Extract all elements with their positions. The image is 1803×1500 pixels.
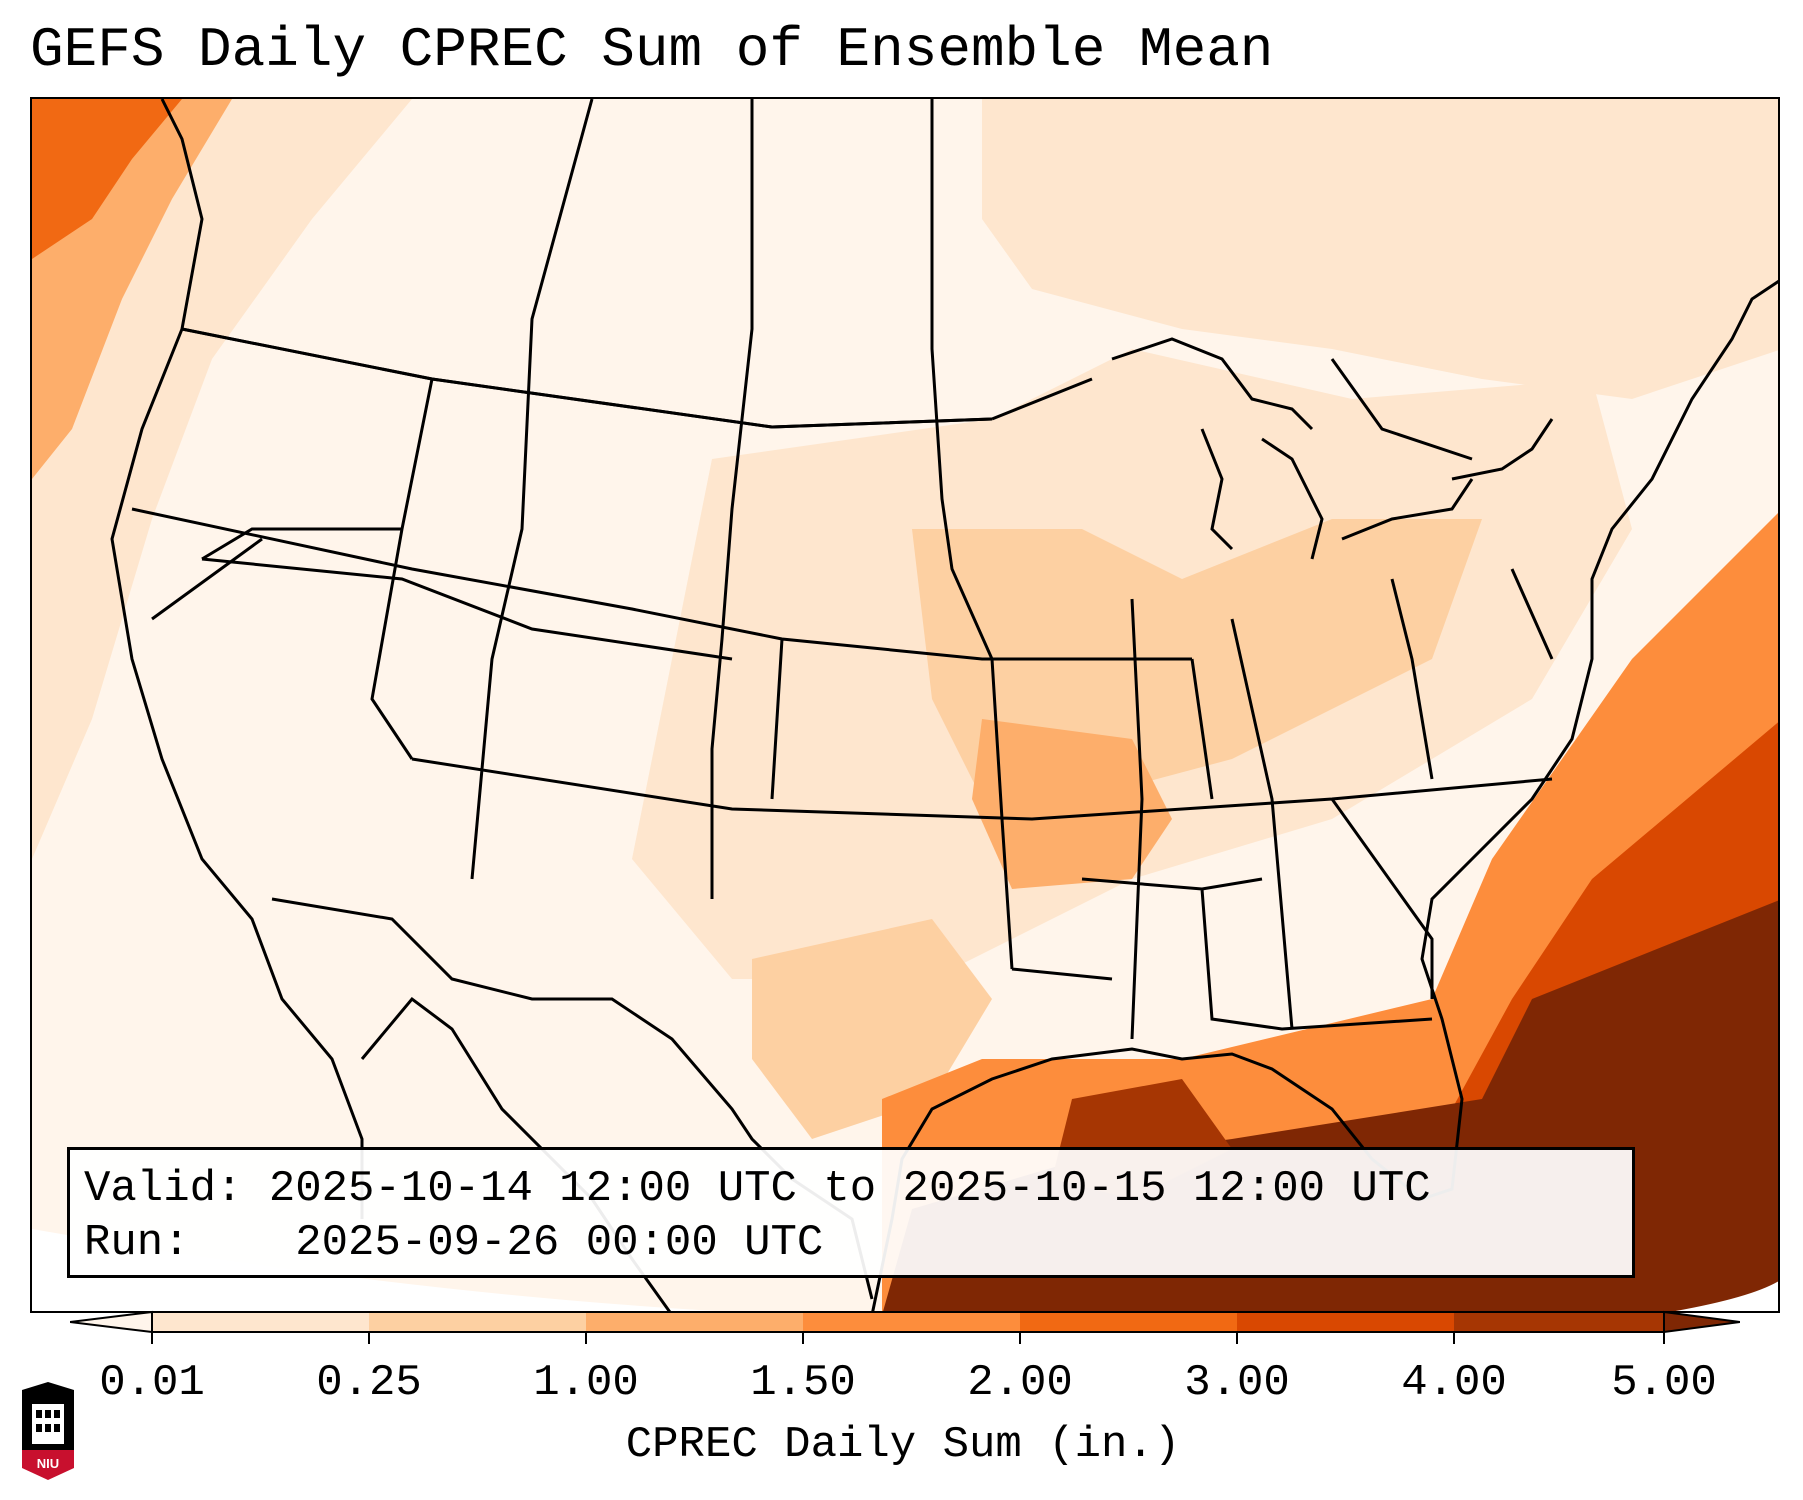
precipitation-map bbox=[30, 97, 1780, 1313]
colorbar-outline bbox=[151, 1311, 1665, 1333]
colorbar-segment-6 bbox=[1237, 1312, 1454, 1332]
precip-field-arkansas bbox=[972, 719, 1172, 889]
off-domain-southeast bbox=[1675, 1281, 1778, 1311]
colorbar-segment-2 bbox=[369, 1312, 586, 1332]
colorbar-segment-1 bbox=[152, 1312, 369, 1332]
niu-logo-text: NIU bbox=[37, 1456, 59, 1471]
valid-time-box: Valid: 2025-10-14 12:00 UTC to 2025-10-1… bbox=[67, 1147, 1635, 1278]
run-value: 2025-09-26 00:00 UTC bbox=[295, 1218, 824, 1268]
precip-field-pacific-core bbox=[32, 99, 182, 259]
colorbar-tick-label: 0.01 bbox=[99, 1358, 205, 1408]
colorbar-segment-4 bbox=[803, 1312, 1020, 1332]
colorbar-tick-label: 5.00 bbox=[1611, 1358, 1717, 1408]
colorbar-tick-label: 3.00 bbox=[1184, 1358, 1290, 1408]
great-lakes bbox=[1111, 337, 1554, 560]
colorbar-tick-label: 2.00 bbox=[967, 1358, 1073, 1408]
colorbar bbox=[70, 1310, 1740, 1344]
valid-label: Valid: bbox=[84, 1164, 243, 1214]
colorbar-ticks bbox=[151, 1332, 1665, 1344]
map-title: GEFS Daily CPREC Sum of Ensemble Mean bbox=[30, 18, 1274, 82]
run-label: Run: bbox=[84, 1218, 190, 1268]
international-border bbox=[181, 327, 1473, 1300]
colorbar-segment-5 bbox=[1020, 1312, 1237, 1332]
off-domain-southwest bbox=[32, 1229, 716, 1311]
colorbar-tick-label: 4.00 bbox=[1401, 1358, 1507, 1408]
niu-logo: NIU bbox=[22, 1382, 74, 1480]
colorbar-tick-label: 1.00 bbox=[533, 1358, 639, 1408]
colorbar-extend-low bbox=[70, 1310, 153, 1334]
colorbar-segment-3 bbox=[586, 1312, 803, 1332]
colorbar-segment-7 bbox=[1454, 1312, 1664, 1332]
colorbar-label: CPREC Daily Sum (in.) bbox=[625, 1420, 1181, 1470]
precip-field-canada bbox=[982, 99, 1778, 399]
colorbar-tick-label: 0.25 bbox=[316, 1358, 422, 1408]
colorbar-extend-high bbox=[1663, 1310, 1740, 1334]
colorbar-tick-label: 1.50 bbox=[750, 1358, 856, 1408]
valid-value: 2025-10-14 12:00 UTC to 2025-10-15 12:00… bbox=[268, 1164, 1431, 1214]
